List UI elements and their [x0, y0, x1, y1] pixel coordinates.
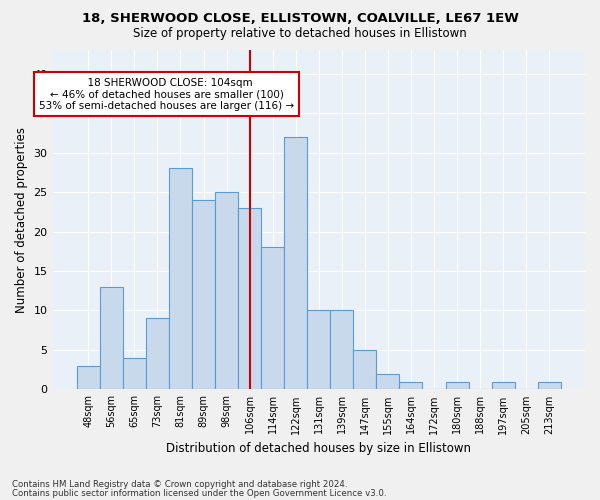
Bar — [446, 382, 469, 390]
Bar — [353, 350, 376, 390]
Bar — [491, 382, 515, 390]
X-axis label: Distribution of detached houses by size in Ellistown: Distribution of detached houses by size … — [166, 442, 471, 455]
Bar — [77, 366, 100, 390]
Bar — [400, 382, 422, 390]
Bar — [538, 382, 561, 390]
Bar — [146, 318, 169, 390]
Bar — [307, 310, 330, 390]
Bar — [238, 208, 261, 390]
Bar — [123, 358, 146, 390]
Text: 18 SHERWOOD CLOSE: 104sqm
← 46% of detached houses are smaller (100)
53% of semi: 18 SHERWOOD CLOSE: 104sqm ← 46% of detac… — [39, 78, 294, 111]
Text: Contains public sector information licensed under the Open Government Licence v3: Contains public sector information licen… — [12, 488, 386, 498]
Bar — [192, 200, 215, 390]
Bar — [330, 310, 353, 390]
Bar — [284, 137, 307, 390]
Bar — [215, 192, 238, 390]
Bar — [261, 248, 284, 390]
Bar — [376, 374, 400, 390]
Text: Contains HM Land Registry data © Crown copyright and database right 2024.: Contains HM Land Registry data © Crown c… — [12, 480, 347, 489]
Bar — [100, 287, 123, 390]
Text: Size of property relative to detached houses in Ellistown: Size of property relative to detached ho… — [133, 28, 467, 40]
Bar — [169, 168, 192, 390]
Y-axis label: Number of detached properties: Number of detached properties — [15, 126, 28, 312]
Text: 18, SHERWOOD CLOSE, ELLISTOWN, COALVILLE, LE67 1EW: 18, SHERWOOD CLOSE, ELLISTOWN, COALVILLE… — [82, 12, 518, 26]
